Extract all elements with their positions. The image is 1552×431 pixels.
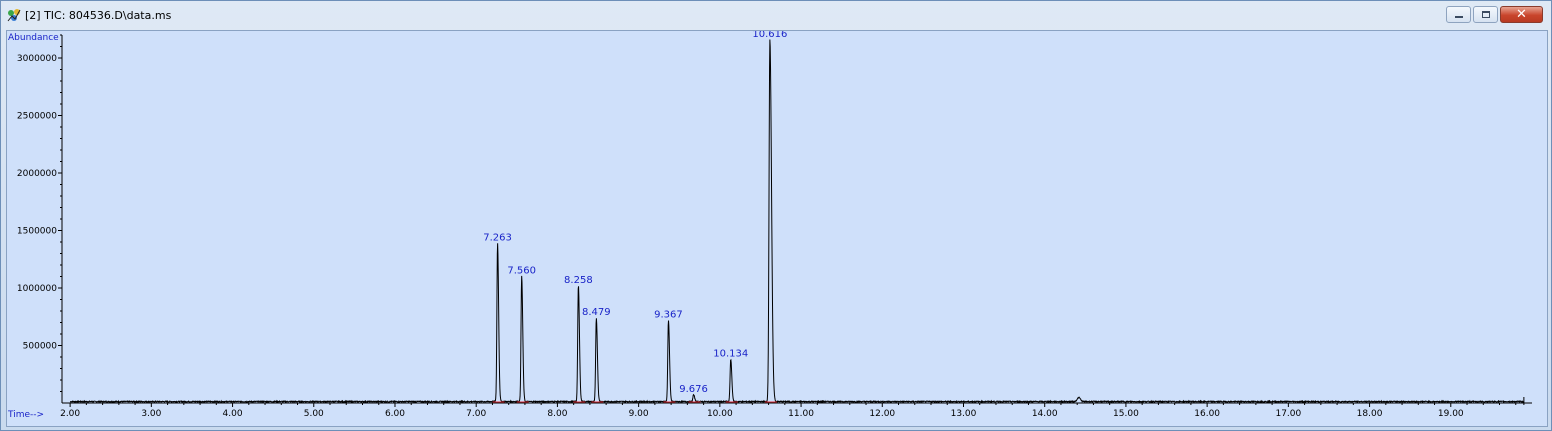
- maximize-button[interactable]: [1473, 6, 1498, 23]
- peak-label: 10.616: [752, 31, 787, 40]
- minimize-icon: [1455, 16, 1463, 18]
- x-tick-label: 5.00: [304, 409, 324, 419]
- peak-label: 7.263: [483, 232, 512, 243]
- y-tick-label: 1000000: [17, 284, 57, 294]
- tic-trace-line: [70, 39, 1525, 404]
- x-tick-label: 19.00: [1438, 409, 1464, 419]
- window-title: [2] TIC: 804536.D\data.ms: [25, 9, 172, 22]
- y-axis-title: Abundance: [8, 33, 59, 43]
- x-tick-label: 17.00: [1275, 409, 1301, 419]
- minimize-button[interactable]: [1446, 6, 1471, 23]
- x-tick-label: 7.00: [466, 409, 486, 419]
- close-icon: ✕: [1516, 7, 1527, 22]
- x-tick-label: 12.00: [869, 409, 895, 419]
- x-tick-label: 2.00: [60, 409, 80, 419]
- x-tick-label: 18.00: [1357, 409, 1383, 419]
- x-tick-label: 13.00: [951, 409, 977, 419]
- axes: 500000 1000000 1500000 2000000 2500000 300000…: [17, 34, 1532, 419]
- x-tick-label: 6.00: [385, 409, 405, 419]
- window-controls: ✕: [1446, 6, 1543, 24]
- peak-label: 8.258: [564, 275, 593, 286]
- peak-label: 10.134: [713, 348, 748, 359]
- y-tick-label: 2000000: [17, 169, 57, 179]
- y-tick-label: 500000: [23, 342, 58, 352]
- y-tick-label: 1500000: [17, 227, 57, 237]
- close-button[interactable]: ✕: [1500, 6, 1543, 23]
- peak-label: 9.676: [679, 384, 708, 395]
- x-tick-label: 3.00: [141, 409, 161, 419]
- peak-label: 8.479: [582, 307, 611, 318]
- x-tick-label: 14.00: [1032, 409, 1058, 419]
- x-tick-label: 10.00: [707, 409, 733, 419]
- x-tick-label: 9.00: [629, 409, 649, 419]
- peak-label: 7.560: [507, 266, 536, 277]
- peak-labels: 7.263 7.560 8.258 8.479 9.367 9.676 10.134 10.6…: [483, 31, 787, 403]
- x-tick-label: 16.00: [1194, 409, 1220, 419]
- chromatogram-app-icon: [7, 9, 21, 22]
- x-axis-title: Time-->: [7, 410, 44, 420]
- restore-icon: [1482, 11, 1490, 18]
- x-tick-label: 15.00: [1113, 409, 1139, 419]
- y-tick-label: 3000000: [17, 54, 57, 64]
- chromatogram-chart: 500000 1000000 1500000 2000000 2500000 300000…: [7, 31, 1532, 420]
- peak-label: 9.367: [654, 309, 683, 320]
- tic-trace: [70, 39, 1525, 404]
- x-tick-label: 4.00: [223, 409, 243, 419]
- x-tick-label: 8.00: [547, 409, 567, 419]
- chromatogram-plot[interactable]: 500000 1000000 1500000 2000000 2500000 300000…: [6, 30, 1548, 427]
- x-tick-label: 11.00: [788, 409, 814, 419]
- y-tick-label: 2500000: [17, 112, 57, 122]
- title-bar[interactable]: [2] TIC: 804536.D\data.ms ✕: [1, 1, 1551, 30]
